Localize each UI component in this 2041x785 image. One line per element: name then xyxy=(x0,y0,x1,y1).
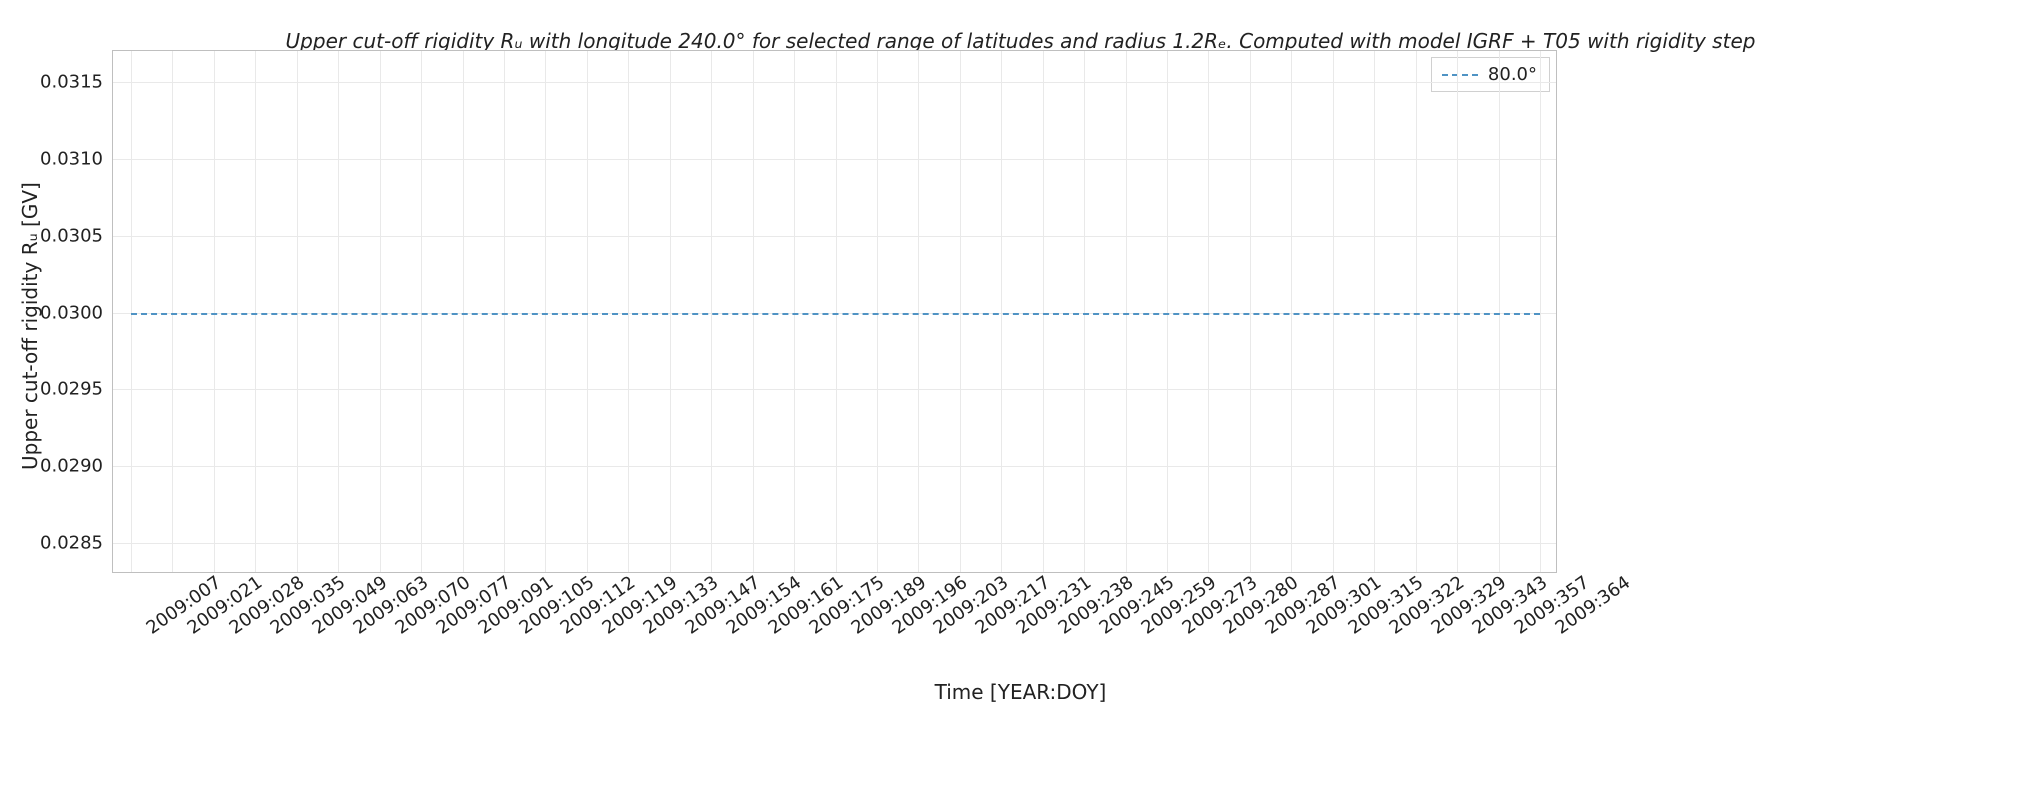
grid-line-v xyxy=(836,51,837,572)
grid-line-v xyxy=(255,51,256,572)
grid-line-h xyxy=(113,236,1556,237)
grid-line-h xyxy=(113,159,1556,160)
grid-line-v xyxy=(1333,51,1334,572)
grid-line-v xyxy=(711,51,712,572)
grid-line-v xyxy=(1291,51,1292,572)
x-axis-label: Time [YEAR:DOY] xyxy=(0,680,2041,704)
legend: 80.0° xyxy=(1431,57,1550,92)
grid-line-v xyxy=(753,51,754,572)
grid-line-v xyxy=(1250,51,1251,572)
grid-line-v xyxy=(380,51,381,572)
grid-line-v xyxy=(463,51,464,572)
grid-line-v xyxy=(297,51,298,572)
grid-line-v xyxy=(1499,51,1500,572)
grid-line-v xyxy=(172,51,173,572)
y-axis-label: Upper cut-off rigidity Rᵤ [GV] xyxy=(18,182,42,470)
ytick-label: 0.0300 xyxy=(40,302,113,323)
ytick-label: 0.0290 xyxy=(40,456,113,477)
grid-line-v xyxy=(1084,51,1085,572)
grid-line-v xyxy=(1208,51,1209,572)
ytick-label: 0.0295 xyxy=(40,379,113,400)
grid-line-v xyxy=(1374,51,1375,572)
grid-line-v xyxy=(421,51,422,572)
ytick-label: 0.0310 xyxy=(40,148,113,169)
grid-line-v xyxy=(877,51,878,572)
grid-line-h xyxy=(113,466,1556,467)
grid-line-v xyxy=(1416,51,1417,572)
rigidity-chart-figure: Upper cut-off rigidity Rᵤ with longitude… xyxy=(0,0,2041,785)
grid-line-h xyxy=(113,389,1556,390)
grid-line-h xyxy=(113,82,1556,83)
grid-line-v xyxy=(338,51,339,572)
grid-line-v xyxy=(1126,51,1127,572)
grid-line-v xyxy=(1540,51,1541,572)
grid-line-v xyxy=(918,51,919,572)
grid-line-v xyxy=(1001,51,1002,572)
grid-line-v xyxy=(670,51,671,572)
ytick-label: 0.0315 xyxy=(40,71,113,92)
legend-swatch-line xyxy=(1442,74,1478,76)
grid-line-v xyxy=(504,51,505,572)
plot-area: 80.0° 0.02850.02900.02950.03000.03050.03… xyxy=(112,50,1557,573)
ytick-label: 0.0285 xyxy=(40,533,113,554)
series-line-80.0° xyxy=(131,313,1540,315)
grid-line-h xyxy=(113,543,1556,544)
ytick-label: 0.0305 xyxy=(40,225,113,246)
grid-line-v xyxy=(1043,51,1044,572)
grid-line-v xyxy=(131,51,132,572)
grid-line-v xyxy=(214,51,215,572)
grid-line-v xyxy=(587,51,588,572)
grid-line-v xyxy=(1167,51,1168,572)
grid-line-v xyxy=(794,51,795,572)
grid-line-v xyxy=(628,51,629,572)
grid-line-v xyxy=(1457,51,1458,572)
grid-line-v xyxy=(960,51,961,572)
grid-line-v xyxy=(545,51,546,572)
